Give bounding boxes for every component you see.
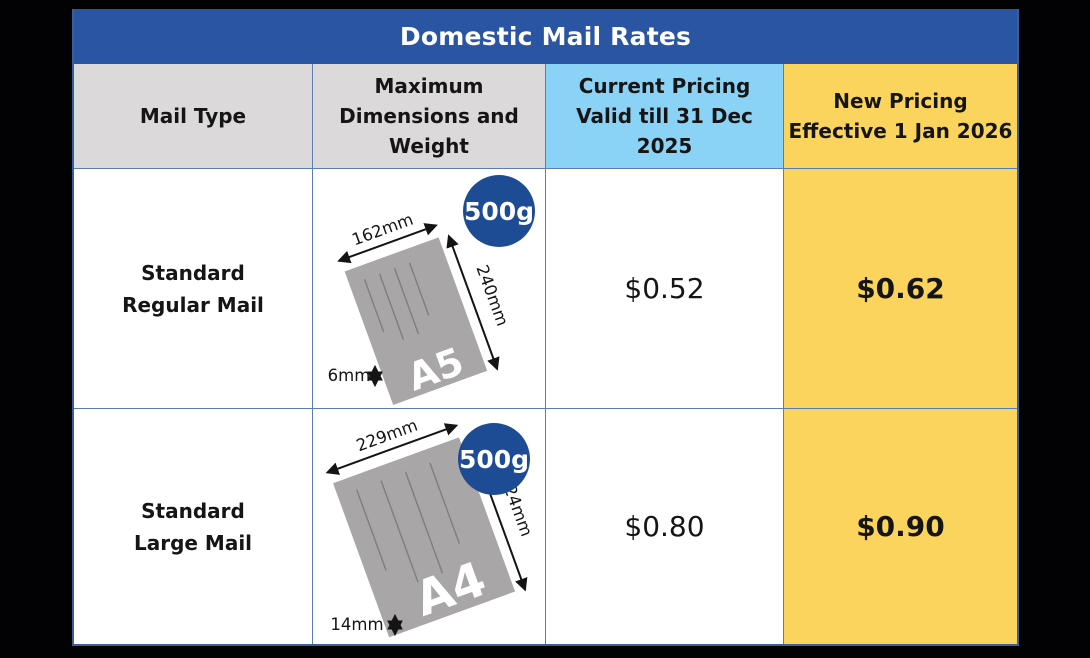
rates-table: Domestic Mail Rates Mail Type Maximum Di… — [72, 9, 1019, 646]
envelope-address-lines — [363, 262, 430, 340]
weight-badge — [463, 175, 535, 247]
header-dimensions: Maximum Dimensions and Weight — [312, 64, 545, 168]
envelope-address-lines — [355, 462, 461, 583]
cell-illustration-a4: A4 229mm 324mm 14mm 500g — [312, 408, 545, 644]
mail-type-line1: Standard — [141, 498, 245, 523]
cell-current-price-large: $0.80 — [545, 408, 783, 644]
width-dimension-label: 162mm — [349, 210, 415, 250]
cell-illustration-a5: A5 162mm 240mm 6mm 500g — [312, 168, 545, 408]
height-dimension-arrow — [446, 234, 500, 371]
envelope-a4-illustration: A4 229mm 324mm 14mm 500g — [325, 416, 536, 638]
weight-badge-label: 500g — [459, 445, 529, 474]
header-new-pricing-title: New Pricing — [833, 89, 968, 113]
thickness-label: 6mm — [328, 366, 371, 385]
header-mail-type: Mail Type — [74, 64, 312, 168]
weight-badge-label: 500g — [464, 197, 534, 226]
width-dimension-arrow — [337, 223, 438, 264]
header-current-pricing-title: Current Pricing — [578, 74, 751, 98]
header-current-pricing: Current Pricing Valid till 31 Dec 2025 — [545, 64, 783, 168]
header-new-pricing-subtitle: Effective 1 Jan 2026 — [788, 119, 1013, 143]
width-dimension-arrow — [325, 423, 459, 475]
current-price-value: $0.80 — [624, 510, 705, 543]
rates-grid: Mail Type Maximum Dimensions and Weight … — [74, 64, 1017, 644]
mail-type-line2: Regular Mail — [122, 292, 264, 317]
thickness-label: 14mm — [330, 615, 383, 634]
cell-new-price-large: $0.90 — [783, 408, 1017, 644]
weight-badge — [458, 423, 530, 495]
mail-type-line2: Large Mail — [133, 530, 253, 555]
new-price-value: $0.62 — [856, 272, 945, 305]
cell-mail-type-large: Standard Large Mail — [74, 408, 312, 644]
header-new-pricing: New Pricing Effective 1 Jan 2026 — [783, 64, 1017, 168]
mail-type-line1: Standard — [141, 260, 245, 285]
table-title: Domestic Mail Rates — [399, 22, 692, 51]
table-title-bar: Domestic Mail Rates — [74, 9, 1017, 64]
current-price-value: $0.52 — [624, 272, 705, 305]
cell-mail-type-regular: Standard Regular Mail — [74, 168, 312, 408]
envelope-a5-illustration: A5 162mm 240mm 6mm 500g — [328, 175, 535, 405]
cell-new-price-regular: $0.62 — [783, 168, 1017, 408]
new-price-value: $0.90 — [856, 510, 945, 543]
header-dimensions-label: Maximum Dimensions and Weight — [339, 74, 519, 158]
header-mail-type-label: Mail Type — [139, 104, 247, 128]
width-dimension-label: 229mm — [354, 416, 420, 456]
cell-current-price-regular: $0.52 — [545, 168, 783, 408]
header-current-pricing-subtitle: Valid till 31 Dec 2025 — [576, 104, 753, 158]
